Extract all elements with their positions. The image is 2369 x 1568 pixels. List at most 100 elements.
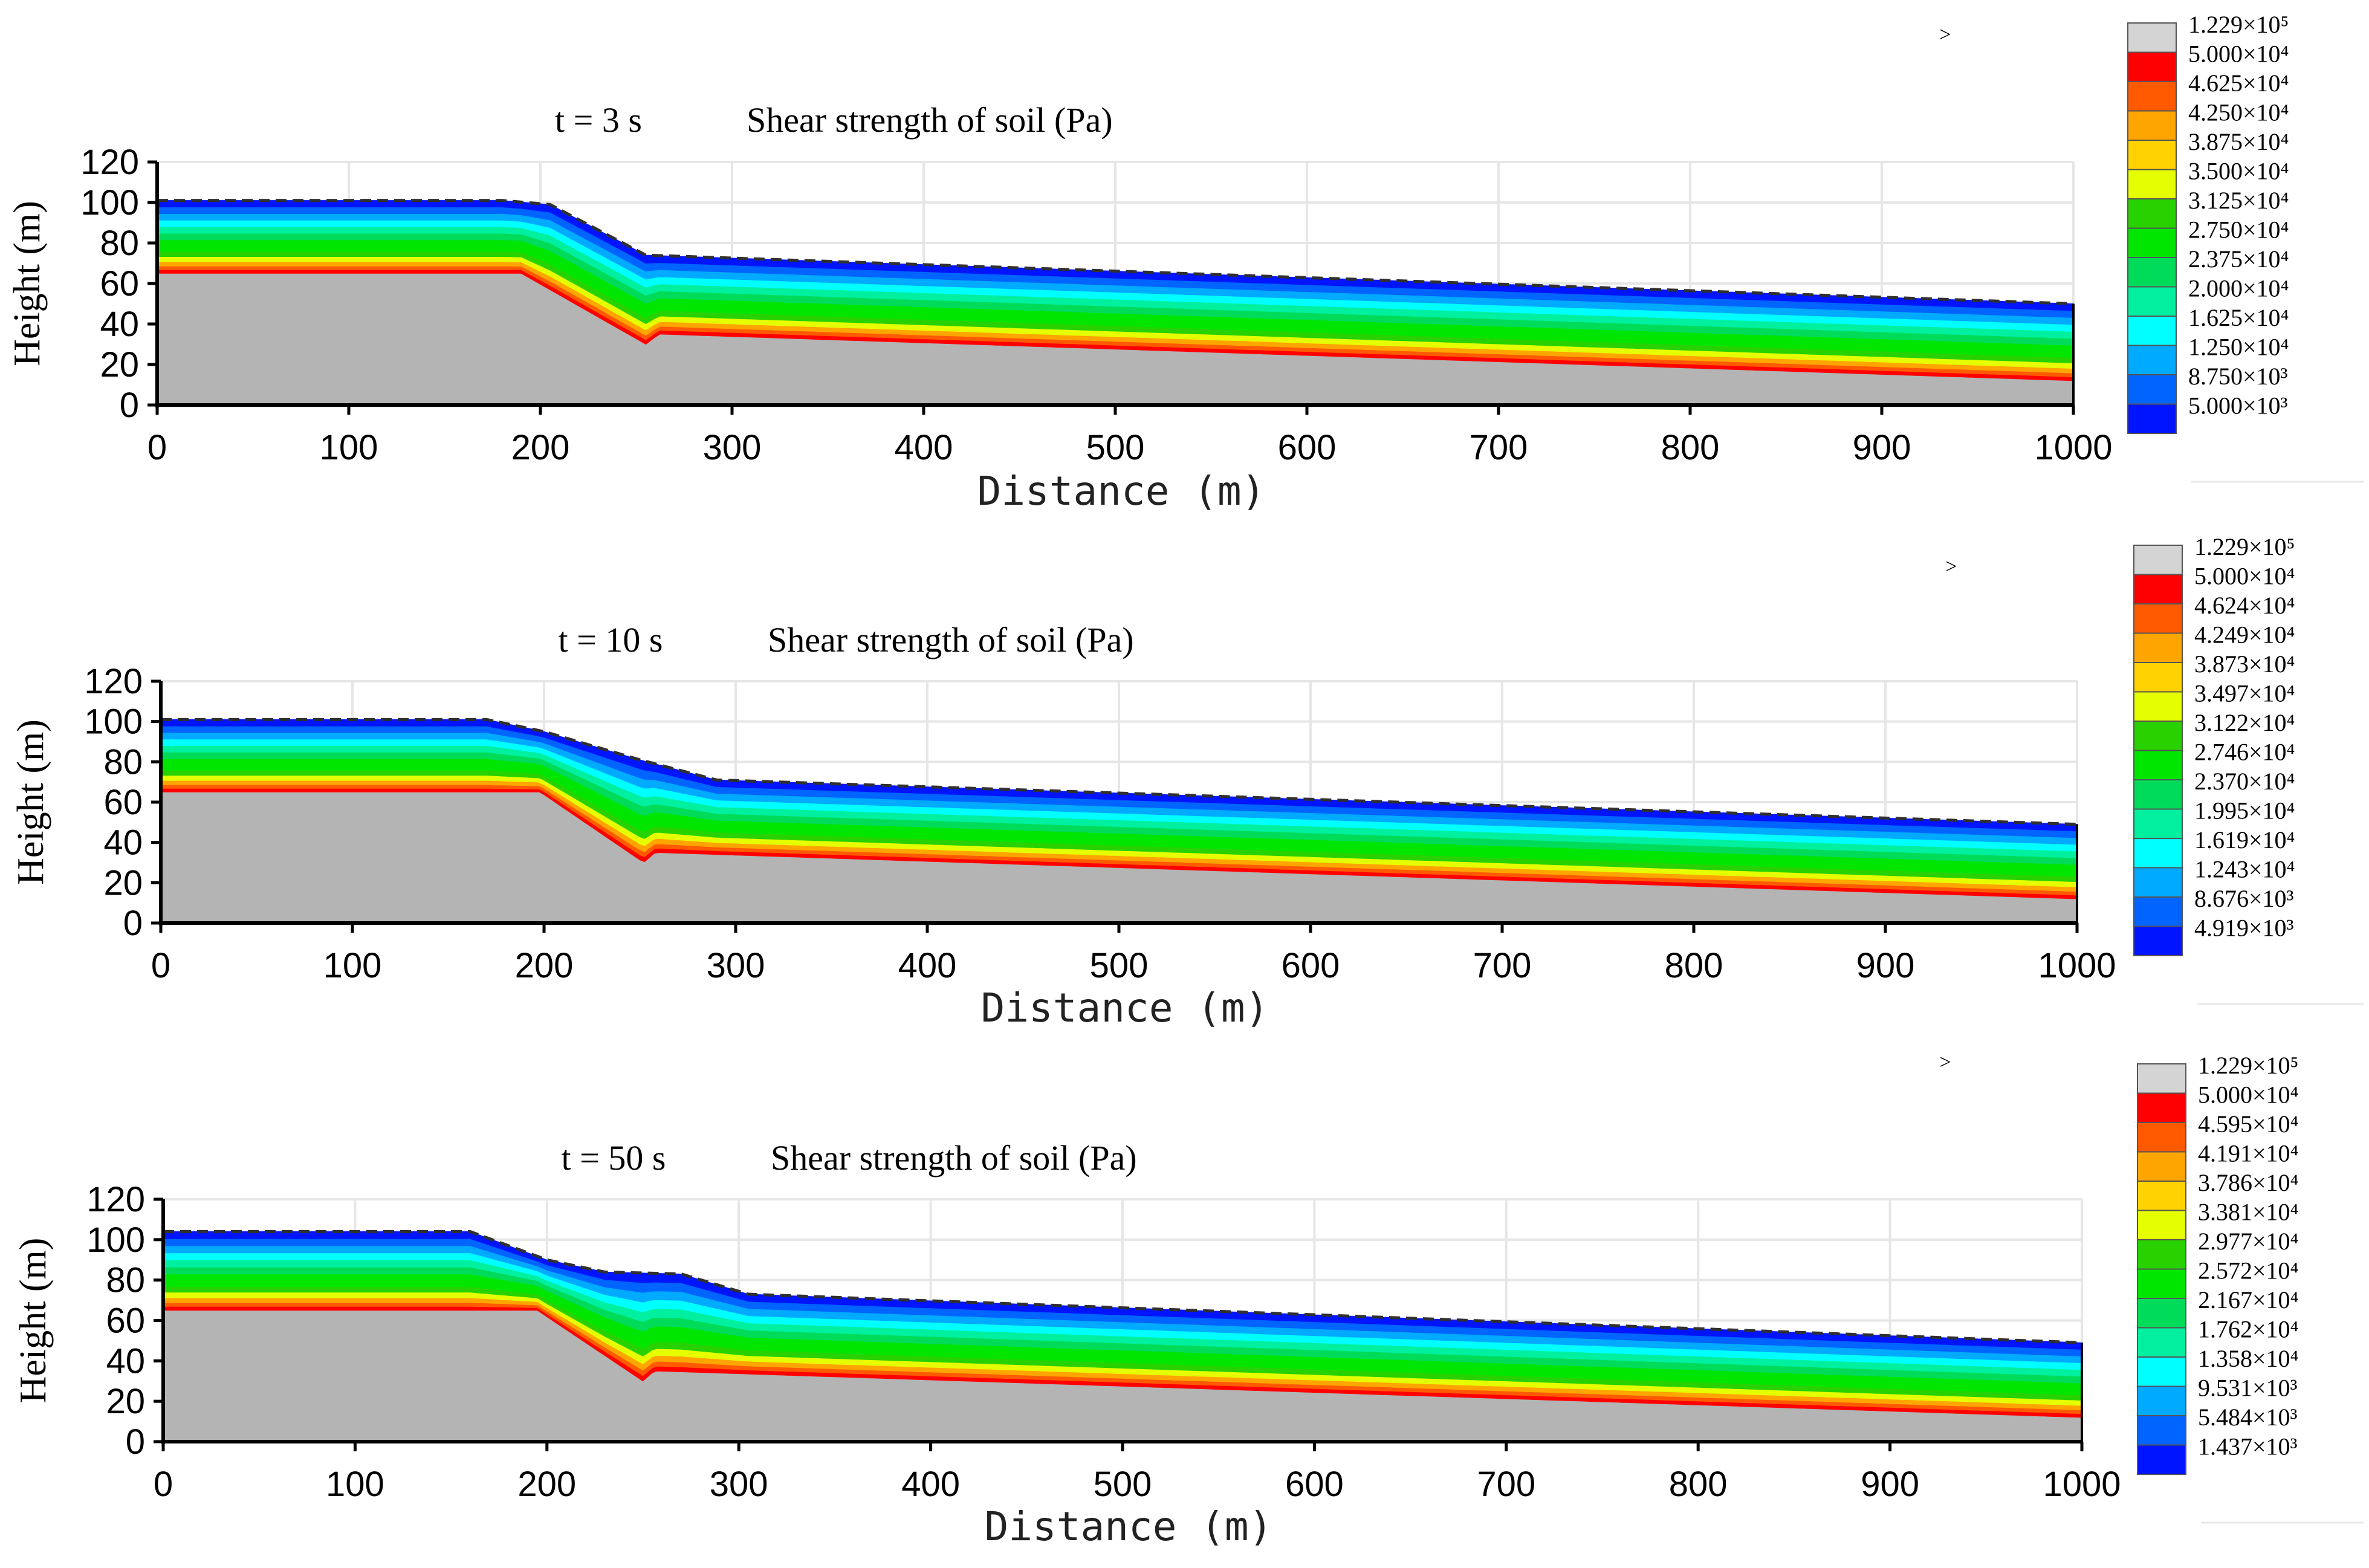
legend-label: 5.000×10³ [2188, 392, 2288, 420]
x-tick-label: 400 [901, 1465, 960, 1504]
y-tick-label: 120 [80, 143, 139, 182]
legend-swatch [2133, 808, 2183, 839]
legend-swatch [2127, 140, 2177, 170]
ground-surface-line [161, 718, 2078, 826]
legend-swatch [2137, 1385, 2186, 1416]
x-tick-label: 1000 [2043, 1465, 2121, 1504]
legend-label: 1.619×10⁴ [2194, 826, 2295, 854]
x-tick-label: 400 [895, 428, 953, 467]
x-tick-label: 200 [515, 946, 574, 985]
legend-label: 2.572×10⁴ [2198, 1257, 2299, 1285]
legend-swatch [2127, 51, 2177, 82]
y-tick-label: 20 [103, 863, 143, 902]
y-tick-label: 40 [100, 305, 139, 344]
legend-swatch [2137, 1239, 2186, 1270]
marker-glyph: > [1939, 1051, 1951, 1074]
x-axis-label: Distance (m) [977, 468, 1266, 514]
x-tick-label: 700 [1473, 946, 1532, 985]
x-tick-label: 800 [1661, 428, 1720, 467]
x-tick-label: 200 [511, 428, 570, 467]
legend-label: 1.762×10⁴ [2198, 1316, 2299, 1343]
x-tick-label: 900 [1856, 946, 1915, 985]
chart-title: Shear strength of soil (Pa) [768, 620, 1134, 659]
legend-swatch [2137, 1122, 2186, 1153]
y-tick-label: 60 [100, 264, 139, 303]
chart-panel-2: 0 100 200 300 400 500 600 700 800 900 100002040608… [10, 533, 2364, 1031]
x-axis-label: Distance (m) [981, 985, 1269, 1031]
legend-swatch [2137, 1210, 2186, 1240]
legend-swatch [2137, 1356, 2186, 1387]
y-tick-label: 120 [86, 1180, 145, 1219]
legend-label: 2.977×10⁴ [2198, 1228, 2299, 1255]
y-tick-label: 0 [120, 386, 139, 425]
chart-title: Shear strength of soil (Pa) [771, 1138, 1137, 1178]
legend-swatch [2133, 925, 2183, 956]
legend-swatch [2133, 691, 2183, 722]
color-legend: 1.229×10⁵5.000×10⁴4.595×10⁴4.191×10⁴3.78… [2137, 1052, 2364, 1524]
legend-swatch [2137, 1444, 2186, 1475]
legend-swatch [2127, 22, 2177, 53]
legend-label: 4.249×10⁴ [2194, 621, 2295, 649]
chart-panel-1: 0 100 200 300 400 500 600 700 800 900 100002040608… [7, 11, 2364, 514]
x-tick-label: 500 [1094, 1465, 1152, 1504]
y-tick-label: 40 [103, 823, 143, 863]
legend-swatch [2133, 838, 2183, 869]
legend-label: 4.250×10⁴ [2188, 99, 2289, 126]
x-tick-label: 100 [323, 946, 382, 985]
legend-label: 4.919×10³ [2194, 915, 2294, 942]
legend-label: 1.229×10⁵ [2188, 11, 2289, 38]
x-tick-label: 600 [1278, 428, 1337, 467]
legend-label: 3.125×10⁴ [2188, 187, 2289, 214]
x-tick-label: 100 [320, 428, 378, 467]
legend-label: 8.750×10³ [2188, 363, 2288, 390]
legend-label: 1.229×10⁵ [2194, 533, 2295, 560]
legend-label: 1.358×10⁴ [2198, 1345, 2299, 1372]
y-tick-label: 40 [106, 1341, 145, 1381]
y-tick-label: 120 [84, 662, 143, 701]
legend-label: 3.786×10⁴ [2198, 1169, 2299, 1196]
legend-label: 5.484×10³ [2198, 1404, 2298, 1431]
y-tick-label: 20 [100, 345, 139, 384]
bedrock-region [157, 273, 2073, 405]
legend-swatch [2127, 403, 2177, 434]
marker-glyph: > [1945, 556, 1957, 578]
time-label: t = 3 s [555, 100, 642, 140]
legend-label: 2.375×10⁴ [2188, 245, 2289, 273]
x-tick-label: 300 [707, 946, 765, 985]
y-axis-label: Height (m) [13, 1238, 54, 1404]
legend-swatch [2133, 721, 2183, 751]
legend-label: 3.122×10⁴ [2194, 709, 2295, 736]
legend-swatch [2133, 779, 2183, 810]
legend-label: 2.167×10⁴ [2198, 1286, 2299, 1314]
x-tick-label: 1000 [2034, 428, 2112, 467]
legend-label: 4.624×10⁴ [2194, 592, 2295, 619]
color-legend: 1.229×10⁵5.000×10⁴4.625×10⁴4.250×10⁴3.87… [2127, 11, 2364, 483]
y-tick-label: 100 [84, 702, 143, 742]
y-tick-label: 80 [100, 224, 139, 263]
legend-label: 9.531×10³ [2198, 1375, 2298, 1402]
legend-swatch [2127, 227, 2177, 258]
legend-label: 5.000×10⁴ [2198, 1081, 2299, 1109]
chart-title: Shear strength of soil (Pa) [747, 100, 1113, 140]
bedrock-region [163, 1310, 2082, 1442]
color-legend: 1.229×10⁵ 5.000×10⁴4.624×10⁴4.249×10⁴3.87… [2133, 533, 2364, 1005]
legend-label: 1.437×10³ [2198, 1433, 2298, 1460]
x-tick-label: 1000 [2038, 946, 2116, 985]
y-tick-label: 100 [86, 1220, 145, 1260]
y-axis-label: Height (m) [10, 719, 51, 885]
x-tick-label: 800 [1669, 1465, 1728, 1504]
x-tick-label: 700 [1470, 428, 1528, 467]
legend-label: 3.381×10⁴ [2198, 1199, 2299, 1226]
legend-swatch [2127, 316, 2177, 346]
legend-swatch [2133, 867, 2183, 898]
x-tick-label: 600 [1282, 946, 1340, 985]
y-tick-label: 60 [103, 783, 143, 822]
legend-swatch [2127, 286, 2177, 317]
legend-label: 4.625×10⁴ [2188, 70, 2289, 97]
legend-swatch [2127, 169, 2177, 199]
ground-surface-line [157, 199, 2074, 305]
y-tick-label: 100 [80, 183, 139, 222]
legend-label: 2.000×10⁴ [2188, 275, 2289, 302]
legend-label: 1.250×10⁴ [2188, 334, 2289, 361]
